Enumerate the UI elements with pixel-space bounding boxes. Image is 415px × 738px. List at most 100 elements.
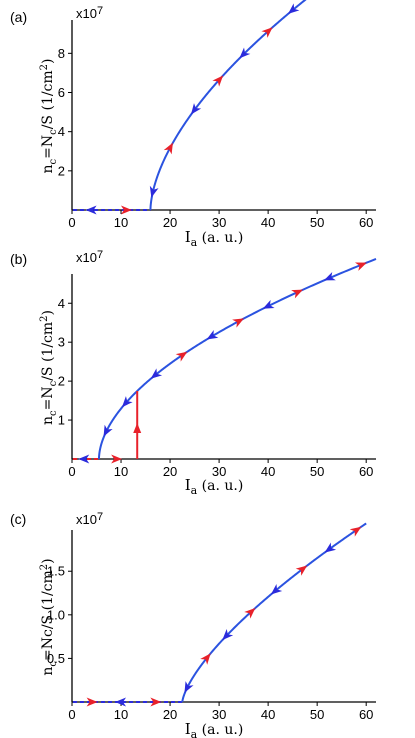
direction-arrow-marker (111, 454, 123, 464)
y-tick-label: 1 (58, 413, 65, 428)
x-tick-label: 0 (68, 707, 75, 722)
panel-label: (c) (10, 511, 26, 527)
y-tick-label: 4 (58, 296, 65, 311)
y-tick-label: 6 (58, 85, 65, 100)
direction-arrow-marker (288, 3, 300, 14)
jump-arrow-marker (133, 423, 142, 434)
x-label-sub: a (191, 484, 198, 497)
x-label-main: I (185, 720, 191, 738)
direction-arrow-marker (261, 27, 273, 38)
x-tick-label: 30 (212, 215, 226, 230)
y-label-sub2: c (48, 380, 59, 386)
scale-base: x10 (76, 250, 97, 265)
direction-arrow-marker (270, 584, 283, 595)
y-label-sub2: c (48, 129, 59, 135)
y-label-rest: =N (40, 386, 56, 410)
x-tick-label: 50 (310, 215, 324, 230)
y-label-main: n (40, 164, 56, 173)
x-tick-label: 0 (68, 464, 75, 479)
x-tick-label: 60 (359, 215, 373, 230)
y-axis-label: nc=Nc/S (1/cm2) (39, 558, 59, 675)
direction-arrow-marker (85, 205, 97, 215)
y-label-end: ) (40, 310, 56, 315)
x-tick-label: 10 (114, 215, 128, 230)
direction-arrow-marker (149, 185, 159, 198)
direction-arrow-marker (121, 396, 133, 408)
direction-arrow-marker (150, 368, 163, 379)
scale-exponent: 7 (97, 511, 103, 523)
y-label-sup: 2 (39, 315, 50, 321)
steady-state-curve (97, 258, 377, 460)
direction-arrow-marker (323, 271, 336, 281)
direction-arrow-marker (239, 47, 251, 59)
x-tick-label: 10 (114, 707, 128, 722)
direction-arrow-marker (262, 299, 275, 309)
direction-arrow-marker (212, 75, 224, 87)
x-tick-label: 50 (310, 707, 324, 722)
direction-arrow-marker (103, 424, 113, 437)
direction-arrow-marker (324, 542, 337, 553)
panel-label: (a) (10, 9, 27, 25)
x-tick-label: 20 (163, 215, 177, 230)
y-label-sub: c (48, 410, 59, 416)
x-tick-label: 20 (163, 707, 177, 722)
y-axis-label: nc=Nc/S (1/cm2) (39, 58, 59, 173)
y-label-end: ) (40, 558, 56, 563)
y-label-rest2: /S (1/cm (40, 70, 56, 129)
x-tick-label: 40 (261, 215, 275, 230)
y-tick-label: 1.0 (47, 607, 65, 622)
scale-label: x107 (76, 5, 103, 21)
y-label-rest: =Nc/S (1/cm (40, 570, 56, 661)
direction-arrow-marker (200, 653, 211, 665)
direction-arrow-marker (115, 697, 127, 707)
direction-arrow-marker (78, 454, 90, 464)
direction-arrow-marker (244, 607, 256, 619)
x-label-rest: (a. u.) (197, 478, 243, 494)
scale-label: x107 (76, 249, 103, 265)
x-axis-label: Ia (a. u.) (185, 228, 244, 249)
x-tick-label: 30 (212, 707, 226, 722)
direction-arrow-marker (291, 289, 304, 299)
x-label-main: I (185, 228, 191, 246)
x-tick-label: 0 (68, 215, 75, 230)
panel-label: (b) (10, 251, 27, 267)
x-axis-label: Ia (a. u.) (185, 476, 244, 497)
x-label-sub: a (191, 728, 198, 738)
x-tick-label: 60 (359, 707, 373, 722)
x-tick-label: 40 (261, 707, 275, 722)
direction-arrow-marker (150, 697, 162, 707)
direction-arrow-marker (184, 681, 194, 693)
y-tick-label: 2 (58, 374, 65, 389)
y-label-rest: =N (40, 135, 56, 159)
y-tick-label: 1.5 (47, 564, 65, 579)
x-label-sub: a (191, 236, 198, 249)
direction-arrow-marker (206, 330, 219, 340)
y-label-main: n (40, 667, 56, 676)
chart-panel-c: (c) x107 0 10 20 30 40 50 60 0.5 1.0 1.5 Ia (a. u.) n… (10, 511, 376, 738)
y-tick-label: 2 (58, 163, 65, 178)
direction-arrow-marker (120, 205, 132, 215)
scale-exponent: 7 (97, 249, 103, 261)
direction-arrow-marker (86, 697, 98, 707)
direction-arrow-marker (295, 565, 308, 576)
y-tick-label: 8 (58, 46, 65, 61)
x-axis-label: Ia (a. u.) (185, 720, 244, 738)
direction-arrow-marker (349, 526, 362, 537)
x-tick-label: 20 (163, 464, 177, 479)
y-label-rest2: /S (1/cm (40, 322, 56, 381)
x-label-rest: (a. u.) (197, 230, 243, 246)
y-tick-label: 4 (58, 124, 65, 139)
x-tick-label: 60 (359, 464, 373, 479)
scale-exponent: 7 (97, 5, 103, 17)
direction-arrow-marker (175, 351, 188, 362)
direction-arrow-marker (190, 103, 202, 115)
scale-base: x10 (76, 512, 97, 527)
y-label-sub: c (48, 661, 59, 667)
y-label-sup: 2 (39, 564, 50, 570)
x-tick-label: 40 (261, 464, 275, 479)
steady-state-curve (149, 0, 307, 211)
x-tick-label: 10 (114, 464, 128, 479)
